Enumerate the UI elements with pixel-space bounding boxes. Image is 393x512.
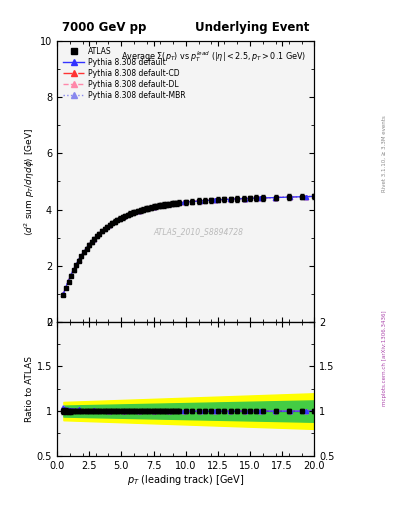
Y-axis label: $\langle d^2$ sum $p_T/d\eta d\phi\rangle$ [GeV]: $\langle d^2$ sum $p_T/d\eta d\phi\rangl… bbox=[23, 127, 37, 236]
Legend: ATLAS, Pythia 8.308 default, Pythia 8.308 default-CD, Pythia 8.308 default-DL, P: ATLAS, Pythia 8.308 default, Pythia 8.30… bbox=[61, 45, 187, 102]
Text: Rivet 3.1.10, ≥ 3.3M events: Rivet 3.1.10, ≥ 3.3M events bbox=[382, 115, 387, 192]
Text: mcplots.cern.ch [arXiv:1306.3436]: mcplots.cern.ch [arXiv:1306.3436] bbox=[382, 311, 387, 406]
Text: Underlying Event: Underlying Event bbox=[195, 21, 309, 34]
Text: ATLAS_2010_S8894728: ATLAS_2010_S8894728 bbox=[154, 227, 244, 237]
Y-axis label: Ratio to ATLAS: Ratio to ATLAS bbox=[25, 356, 34, 422]
Text: 7000 GeV pp: 7000 GeV pp bbox=[62, 21, 147, 34]
Text: Average $\Sigma(p_T)$ vs $p_T^{lead}$ ($|\eta| < 2.5, p_T > 0.1$ GeV): Average $\Sigma(p_T)$ vs $p_T^{lead}$ ($… bbox=[121, 49, 307, 65]
X-axis label: $p_T$ (leading track) [GeV]: $p_T$ (leading track) [GeV] bbox=[127, 473, 244, 487]
